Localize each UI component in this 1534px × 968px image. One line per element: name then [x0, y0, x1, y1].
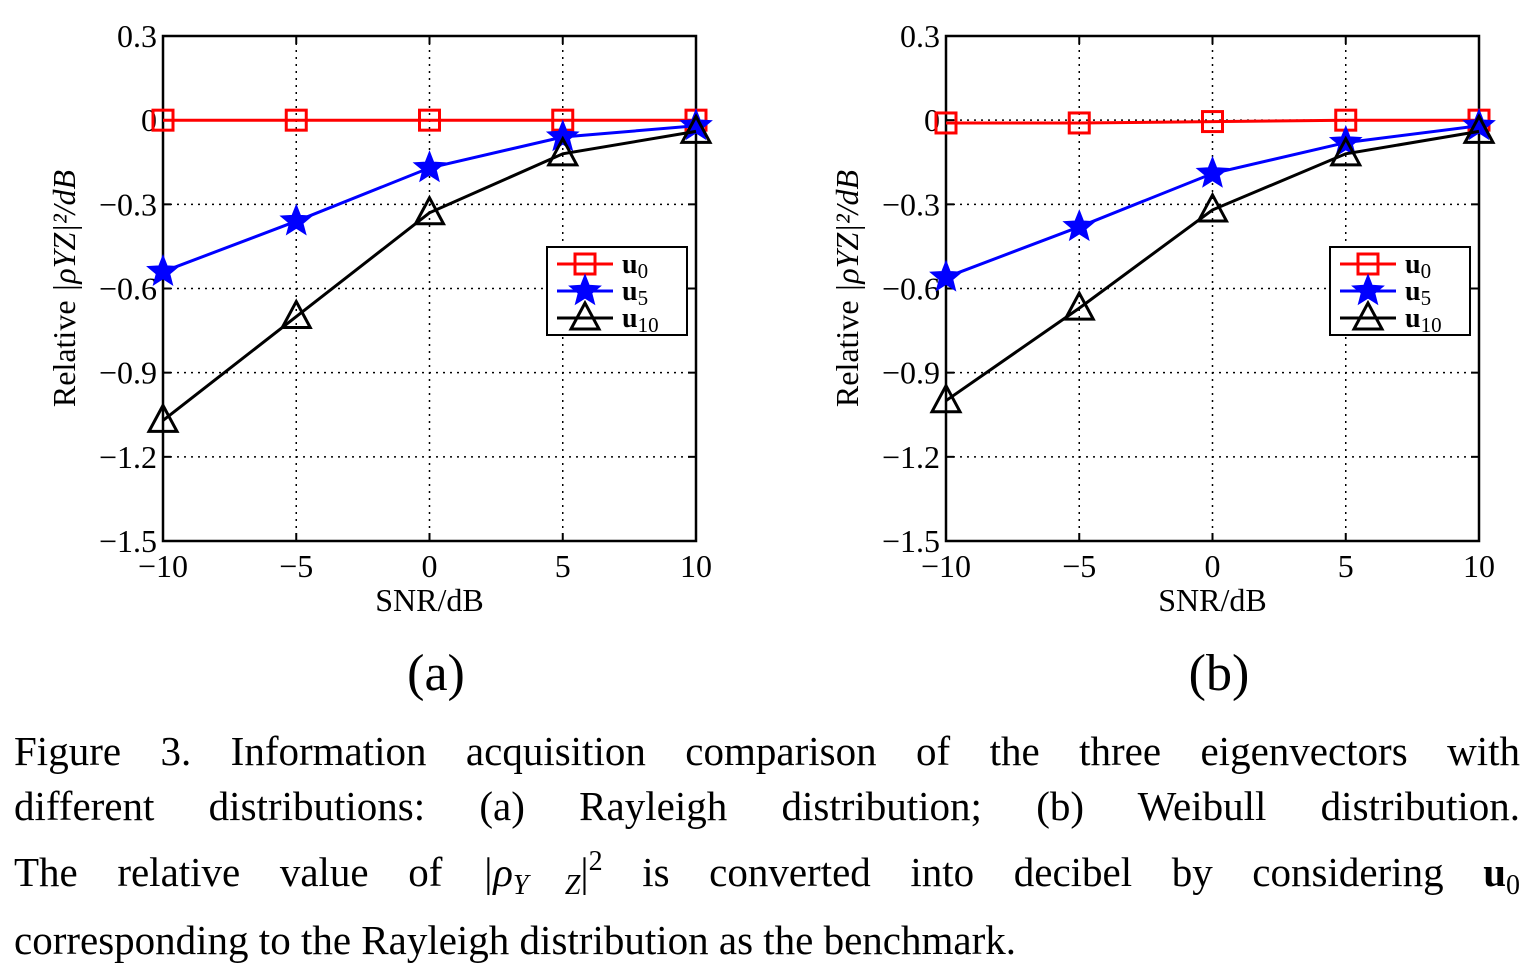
- y-tick-label: −1.2: [99, 439, 157, 475]
- caption-vector-u: u: [1483, 849, 1506, 895]
- x-tick-label: −5: [279, 548, 313, 584]
- caption-rho-subscript: Y Z: [512, 870, 581, 901]
- x-tick-label: 0: [422, 548, 438, 584]
- series-line-u10: [945, 129, 1480, 402]
- legend-label-subscript: 0: [638, 259, 649, 283]
- panel-label: (a): [407, 645, 465, 702]
- data-point-u0: [1201, 110, 1224, 134]
- caption-line-4: corresponding to the Rayleigh distributi…: [14, 917, 1016, 963]
- y-tick-label: −1.2: [882, 439, 940, 475]
- data-point-u10: [929, 382, 963, 414]
- legend-label: u0: [1405, 249, 1431, 283]
- x-tick-label: −5: [1062, 548, 1096, 584]
- y-axis-label-text: Relative: [829, 292, 865, 407]
- data-point-u10: [1329, 135, 1363, 167]
- legend-label-subscript: 5: [638, 286, 649, 310]
- caption-line-2: different distributions: (a) Rayleigh di…: [14, 783, 1520, 829]
- legend-label-subscript: 5: [1421, 286, 1432, 310]
- y-axis-label: Relative |ρYZ|²/dB: [829, 170, 865, 407]
- x-axis-label: SNR/dB: [375, 582, 483, 618]
- data-point-u5: [1062, 209, 1097, 242]
- data-point-u0: [151, 108, 175, 132]
- x-tick-label: 5: [1338, 548, 1354, 584]
- figure-caption: Figure 3. Information acquisition compar…: [14, 724, 1520, 968]
- data-point-u10: [546, 135, 580, 167]
- data-point-u10: [1195, 191, 1230, 223]
- x-tick-label: 10: [680, 548, 712, 584]
- y-axis-label: Relative |ρYZ|²/dB: [46, 170, 82, 407]
- legend-marker: [1351, 299, 1385, 331]
- series-line-u10: [162, 129, 697, 422]
- figure: −10 −5 0 5 10 0.3 0 −0.3 −0.6 −0.9 −1.2 −1.5 SNR/dB R…: [46, 18, 1496, 702]
- data-point-u0: [1067, 111, 1091, 135]
- data-point-u10: [146, 402, 180, 433]
- data-point-u10: [1062, 289, 1096, 321]
- data-point-u5: [412, 150, 447, 183]
- x-tick-label: 10: [1463, 548, 1495, 584]
- data-point-u5: [545, 119, 580, 152]
- y-axis-label-text: Relative: [46, 292, 82, 407]
- data-point-u10: [412, 194, 447, 226]
- x-axis-label: SNR/dB: [1158, 582, 1266, 618]
- y-tick-label: −0.9: [99, 355, 157, 391]
- caption-line-3: The relative value of |ρY Z|2 is convert…: [14, 834, 1520, 913]
- caption-vector-subscript: 0: [1506, 870, 1520, 901]
- y-tick-label: −0.3: [99, 186, 157, 222]
- panel-label: (b): [1189, 645, 1250, 702]
- y-tick-label: 0.3: [117, 18, 157, 54]
- y-tick-label: 0.3: [900, 18, 940, 54]
- y-tick-label: −1.5: [882, 523, 940, 559]
- x-tick-label: −10: [138, 548, 188, 584]
- legend-label-subscript: 10: [1421, 313, 1442, 337]
- series-line-u0: [946, 118, 1479, 125]
- data-point-u5: [1195, 155, 1230, 188]
- chart-panel-a: −10 −5 0 5 10 0.3 0 −0.3 −0.6 −0.9 −1.2 −1.5 SNR/dB R…: [46, 18, 713, 702]
- data-point-u10: [1462, 113, 1496, 144]
- data-point-u5: [279, 203, 314, 236]
- y-tick-label: 0: [141, 102, 157, 138]
- y-tick-label: −0.6: [882, 271, 940, 307]
- x-tick-label: 0: [1205, 548, 1221, 584]
- data-point-u0: [418, 108, 441, 132]
- data-point-u10: [279, 298, 313, 330]
- y-tick-label: −0.9: [882, 355, 940, 391]
- caption-bar: |: [580, 849, 589, 895]
- data-point-u5: [146, 253, 180, 287]
- y-tick-label: −1.5: [99, 523, 157, 559]
- x-tick-label: 5: [555, 548, 571, 584]
- chart-panel-b: −10 −5 0 5 10 0.3 0 −0.3 −0.6 −0.9 −1.2 −1.5 SNR/dB R…: [829, 18, 1496, 702]
- data-point-u0: [284, 108, 308, 132]
- caption-superscript: 2: [588, 846, 603, 877]
- caption-text: is converted into decibel by considering: [602, 849, 1484, 895]
- legend-label-subscript: 0: [1421, 259, 1432, 283]
- y-tick-label: −0.6: [99, 271, 157, 307]
- data-point-u10: [679, 113, 713, 144]
- y-axis-label-math: |ρYZ|²/dB: [46, 170, 82, 293]
- caption-rho: |ρ: [481, 849, 513, 895]
- caption-text: The relative value of: [14, 849, 482, 895]
- legend-marker: [1351, 273, 1385, 306]
- data-point-u0: [934, 111, 958, 135]
- legend-marker: [568, 273, 602, 306]
- legend-label-subscript: 10: [638, 313, 659, 337]
- x-tick-label: −10: [921, 548, 971, 584]
- y-tick-label: −0.3: [882, 186, 940, 222]
- legend-marker: [568, 299, 602, 331]
- y-axis-label-math: |ρYZ|²/dB: [829, 170, 865, 293]
- data-point-u5: [929, 259, 963, 292]
- caption-line-1: Figure 3. Information acquisition compar…: [14, 728, 1520, 774]
